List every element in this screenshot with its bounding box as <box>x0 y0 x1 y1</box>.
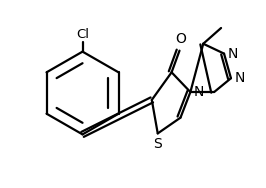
Text: S: S <box>153 137 162 151</box>
Text: O: O <box>175 32 186 46</box>
Text: N: N <box>235 71 245 85</box>
Text: N: N <box>228 47 238 61</box>
Text: Cl: Cl <box>76 28 89 41</box>
Text: N: N <box>193 85 204 99</box>
